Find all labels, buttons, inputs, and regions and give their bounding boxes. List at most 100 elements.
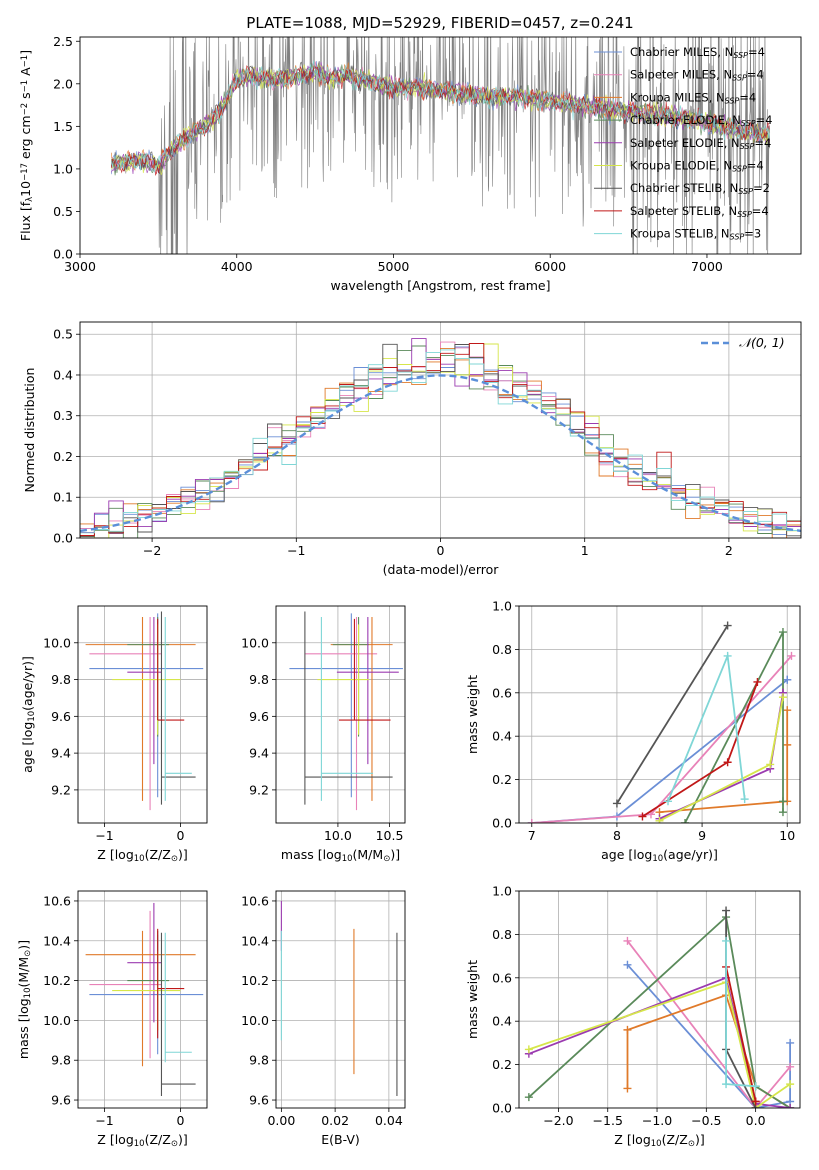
x-axis-label: Z [log10(Z/Z⊙)] — [614, 1132, 704, 1149]
y-tick-label: 1.0 — [492, 884, 512, 899]
label-part: 10 — [651, 1139, 662, 1149]
x-tick-label: 0.04 — [375, 1113, 403, 1128]
label-part: ⊙ — [383, 854, 390, 864]
plot-area-residuals — [80, 322, 801, 538]
label-part: −2 — [20, 103, 30, 116]
label-part: −1 — [20, 80, 30, 93]
y-tick-label: 9.8 — [51, 1053, 71, 1068]
y-tick-label: 9.2 — [249, 782, 269, 797]
y-tick-label: 9.8 — [249, 1053, 269, 1068]
label-part: age [log — [20, 722, 35, 773]
x-tick-label: 7 — [528, 828, 536, 843]
legend-subscript: SSP — [732, 164, 747, 173]
mass-weight-point — [787, 651, 796, 660]
mass-weight-point — [751, 1082, 760, 1091]
y-tick-label: 0.4 — [53, 367, 73, 382]
y-tick-label: 9.4 — [51, 746, 71, 761]
label-part: )] — [178, 847, 188, 862]
mass-weight-line — [725, 966, 757, 1102]
y-tick-label: 0.6 — [492, 970, 512, 985]
mass-weight-point — [638, 812, 647, 821]
legend-entry: Salpeter STELIB, NSSP=4 — [630, 204, 769, 219]
legend-text: =4 — [748, 45, 765, 59]
label-part: Normed distribution — [22, 368, 37, 493]
mass-weight-point — [778, 808, 787, 817]
y-tick-label: 10.2 — [241, 973, 269, 988]
axes-frame — [518, 890, 801, 1109]
legend-text: Kroupa ELODIE, N — [630, 159, 732, 173]
y-tick-label: 0.8 — [492, 927, 512, 942]
y-tick-label: 10.0 — [43, 635, 71, 650]
x-tick-label: 0 — [437, 543, 445, 558]
plot-area-age_vs_Z — [78, 606, 207, 823]
legend-entry: Chabrier STELIB, NSSP=2 — [630, 181, 770, 196]
label-part: (age/yr)] — [20, 656, 35, 711]
plot-area-weight_vs_Z — [519, 891, 800, 1108]
x-tick-label: 3000 — [64, 259, 96, 274]
y-tick-label: 0.2 — [492, 772, 512, 787]
label-part: erg cm — [18, 115, 33, 163]
x-tick-label: −2 — [143, 543, 161, 558]
mass-weight-point — [753, 677, 762, 686]
y-tick-label: 10.6 — [241, 893, 269, 908]
legend-text: Chabrier MILES, N — [630, 45, 733, 59]
label-part: 10 — [18, 181, 33, 197]
plot-area-mass_vs_EBV — [276, 891, 405, 1108]
y-axis-label: mass weight — [465, 675, 480, 754]
legend-subscript: SSP — [725, 96, 740, 105]
legend-text: Chabrier STELIB, N — [630, 181, 738, 195]
axes-frame — [79, 321, 802, 539]
residual-histogram — [80, 343, 801, 538]
y-tick-label: 1.0 — [492, 599, 512, 614]
x-tick-label: 8 — [613, 828, 621, 843]
legend-text: Kroupa STELIB, N — [630, 227, 730, 241]
panel-residuals: −2 −1 0 1 2 0.0 0.1 0.2 0.3 0.4 0.5 (data-model)/er… — [22, 321, 802, 577]
axes-frame — [77, 890, 208, 1109]
label-part: Z [log — [97, 847, 133, 862]
label-part: 10 — [23, 987, 33, 998]
x-tick-label: −1 — [95, 1113, 113, 1128]
x-tick-label: −2.0 — [543, 1113, 573, 1128]
y-tick-label: 9.8 — [51, 672, 71, 687]
figure-title: PLATE=1088, MJD=52929, FIBERID=0457, z=0… — [246, 14, 633, 32]
axes-frame — [79, 36, 802, 255]
y-tick-label: 0.6 — [492, 685, 512, 700]
x-tick-label: 0.00 — [267, 1113, 295, 1128]
plot-area-age_vs_mass — [276, 606, 405, 823]
x-tick-label: 2 — [725, 543, 733, 558]
x-tick-label: 4000 — [221, 259, 253, 274]
label-part: )] — [16, 940, 31, 950]
y-tick-label: 0.1 — [53, 490, 73, 505]
label-part: ⊙ — [688, 1139, 695, 1149]
panel-age_vs_mass: 10.0 10.5 9.2 9.4 9.6 9.8 10.0 mass [log10(M/M⊙… — [241, 605, 406, 864]
mass-weight-point — [740, 795, 749, 804]
y-tick-label: 10.6 — [43, 893, 71, 908]
plot-area-spectrum — [110, 37, 771, 254]
mass-weight-point — [623, 960, 632, 969]
x-axis-label: Z [log10(Z/Z⊙)] — [97, 1132, 187, 1149]
legend-text: Salpeter ELODIE, N — [630, 136, 740, 150]
x-tick-label: −1 — [287, 543, 305, 558]
mass-weight-point — [623, 936, 632, 945]
x-axis-label: mass [log10(M/M⊙)] — [281, 847, 400, 864]
y-tick-label: 2.5 — [53, 34, 73, 49]
legend-subscript: SSP — [740, 142, 755, 151]
mass-weight-point — [664, 797, 673, 806]
legend-subscript: SSP — [741, 119, 756, 128]
label-part: (Z/Z — [662, 1132, 688, 1147]
y-tick-label: 0.5 — [53, 327, 73, 342]
x-tick-label: −1.5 — [593, 1113, 623, 1128]
y-tick-label: 10.4 — [241, 933, 269, 948]
x-tick-label: 10.0 — [324, 828, 352, 843]
x-tick-label: 10 — [779, 828, 795, 843]
mass-weight-point — [524, 1093, 533, 1102]
legend-entry: Salpeter ELODIE, NSSP=4 — [630, 136, 771, 151]
label-part: 10 — [134, 1139, 145, 1149]
x-tick-label: 0 — [176, 1113, 184, 1128]
legend-entry: Kroupa ELODIE, NSSP=4 — [630, 159, 764, 174]
y-tick-label: 9.6 — [249, 709, 269, 724]
y-tick-label: 9.6 — [51, 1093, 71, 1108]
mass-weight-point — [623, 1025, 632, 1034]
mass-weight-point — [783, 675, 792, 684]
y-tick-label: 0.4 — [492, 729, 512, 744]
